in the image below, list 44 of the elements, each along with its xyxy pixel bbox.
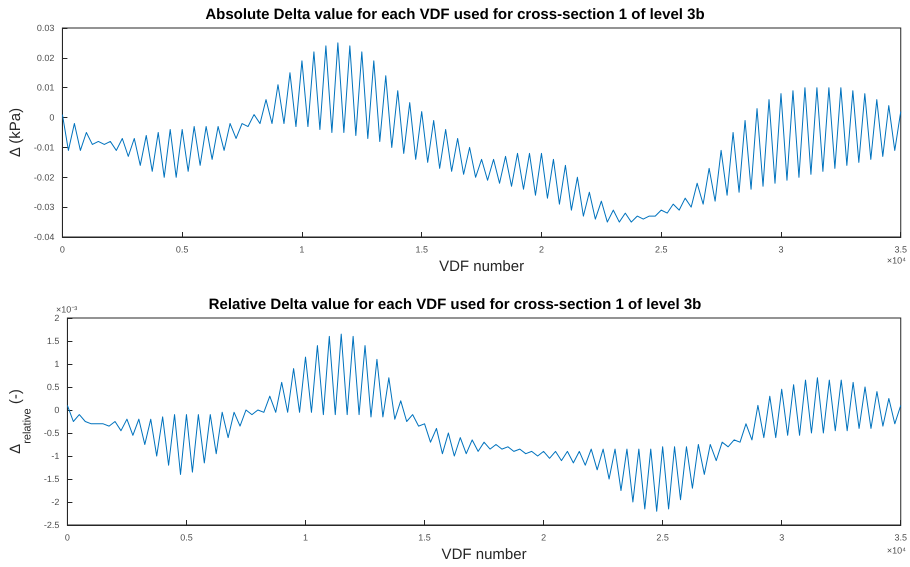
- x-tick-label: 3: [779, 532, 784, 542]
- x-tick-label: 2: [541, 532, 546, 542]
- y-axis-title: Δ (kPa): [7, 108, 24, 158]
- y-tick-label: -0.01: [34, 142, 54, 152]
- x-axis-title: VDF number: [439, 258, 524, 275]
- x-tick-label: 1: [299, 244, 304, 254]
- y-tick-label: 1.5: [46, 336, 60, 346]
- x-tick-label: 1: [302, 532, 308, 542]
- x-tick-label: 0: [64, 532, 70, 542]
- y-tick-label: 0.03: [36, 23, 54, 33]
- x-axis-title: VDF number: [442, 546, 527, 563]
- y-tick-label: 2: [54, 313, 60, 323]
- x-tick-label: 2.5: [654, 244, 668, 254]
- y-tick-label: 0.5: [46, 382, 60, 392]
- x-tick-label: 0.5: [176, 244, 188, 254]
- line-series: [66, 334, 902, 512]
- x-tick-label: 3.5: [894, 532, 907, 542]
- x-tick-label: 1.5: [415, 244, 428, 254]
- x-tick-label: 3: [778, 244, 784, 254]
- line-series: [62, 42, 902, 223]
- y-tick-label: -2: [51, 497, 60, 507]
- y-tick-label: -2.5: [44, 520, 60, 530]
- chart-title: Absolute Delta value for each VDF used for cross-section 1 of level 3b: [205, 6, 705, 23]
- chart-title: Relative Delta value for each VDF used for cross-section 1 of level 3b: [208, 296, 702, 313]
- y-axis-title: Δrelative (-): [7, 389, 34, 454]
- y-tick-label: -1.5: [44, 474, 60, 484]
- y-tick-label: -0.5: [44, 428, 60, 438]
- text: ×10⁻³: [56, 304, 78, 314]
- y-tick-label: 0: [54, 405, 60, 415]
- text: ×10⁴: [886, 256, 906, 266]
- y-tick-label: -0.04: [34, 232, 54, 242]
- y-tick-label: 0.01: [36, 82, 54, 93]
- x-tick-label: 3.5: [894, 244, 907, 254]
- y-tick-label: 0: [49, 112, 54, 123]
- x-tick-label: 2: [538, 244, 544, 254]
- y-tick-label: -0.02: [34, 172, 54, 182]
- y-tick-label: 1: [54, 359, 60, 369]
- y-tick-label: -0.03: [34, 202, 54, 212]
- x-tick-label: 1.5: [418, 532, 431, 542]
- text: ×10⁴: [886, 546, 906, 556]
- y-tick-label: -1: [51, 451, 60, 461]
- x-tick-label: 2.5: [656, 532, 669, 542]
- y-tick-label: 0.02: [36, 52, 54, 63]
- x-tick-label: 0.5: [180, 532, 193, 542]
